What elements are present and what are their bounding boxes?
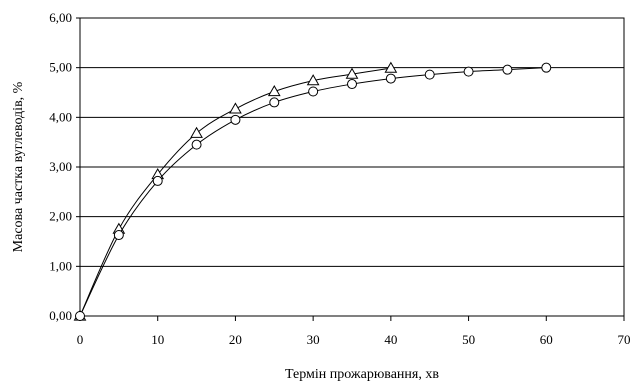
y-tick-label: 1,00 — [49, 258, 72, 273]
series-2-point — [347, 79, 357, 90]
y-tick-label: 3,00 — [49, 159, 72, 174]
series-2-point — [113, 230, 124, 241]
x-tick-label: 60 — [540, 332, 553, 347]
series-2-point — [308, 86, 319, 97]
y-tick-label: 0,00 — [49, 308, 72, 323]
series-2-line — [79, 67, 547, 317]
series-2-point — [152, 175, 163, 186]
series-2-point — [463, 66, 474, 77]
series-2-point — [502, 64, 513, 75]
x-tick-label: 70 — [618, 332, 631, 347]
series-2-point — [230, 114, 241, 125]
series-2-point — [269, 97, 280, 108]
series-group — [73, 61, 552, 321]
y-axis-ticks: 0,00 1,00 2,00 3,00 4,00 5,00 6,00 — [49, 10, 80, 323]
series-1-point — [384, 61, 398, 73]
series-1-point — [229, 102, 242, 114]
series-2-point — [75, 311, 85, 321]
x-tick-label: 40 — [384, 332, 397, 347]
series-1-point — [306, 74, 320, 86]
series-1-point — [267, 84, 281, 97]
series-1-point — [345, 67, 359, 79]
x-tick-label: 20 — [229, 332, 242, 347]
series-1-point — [190, 126, 203, 138]
y-axis-title: Масова частка вуглеводів, % — [11, 81, 26, 252]
series-2-point — [424, 69, 435, 80]
x-tick-label: 50 — [462, 332, 475, 347]
y-tick-label: 5,00 — [49, 60, 72, 75]
x-tick-label: 30 — [307, 332, 320, 347]
series-2-point — [191, 139, 202, 150]
x-tick-label: 0 — [77, 332, 84, 347]
grid-lines — [80, 67, 624, 267]
series-2-point — [385, 73, 396, 84]
series-2-point — [541, 62, 552, 73]
y-tick-label: 6,00 — [49, 10, 72, 25]
x-tick-label: 10 — [151, 332, 164, 347]
y-tick-label: 2,00 — [49, 209, 72, 224]
x-axis-title: Термін прожарювання, хв — [285, 367, 439, 382]
y-tick-label: 4,00 — [49, 109, 72, 124]
x-axis-ticks: 0 10 20 30 40 50 60 70 — [77, 316, 631, 347]
